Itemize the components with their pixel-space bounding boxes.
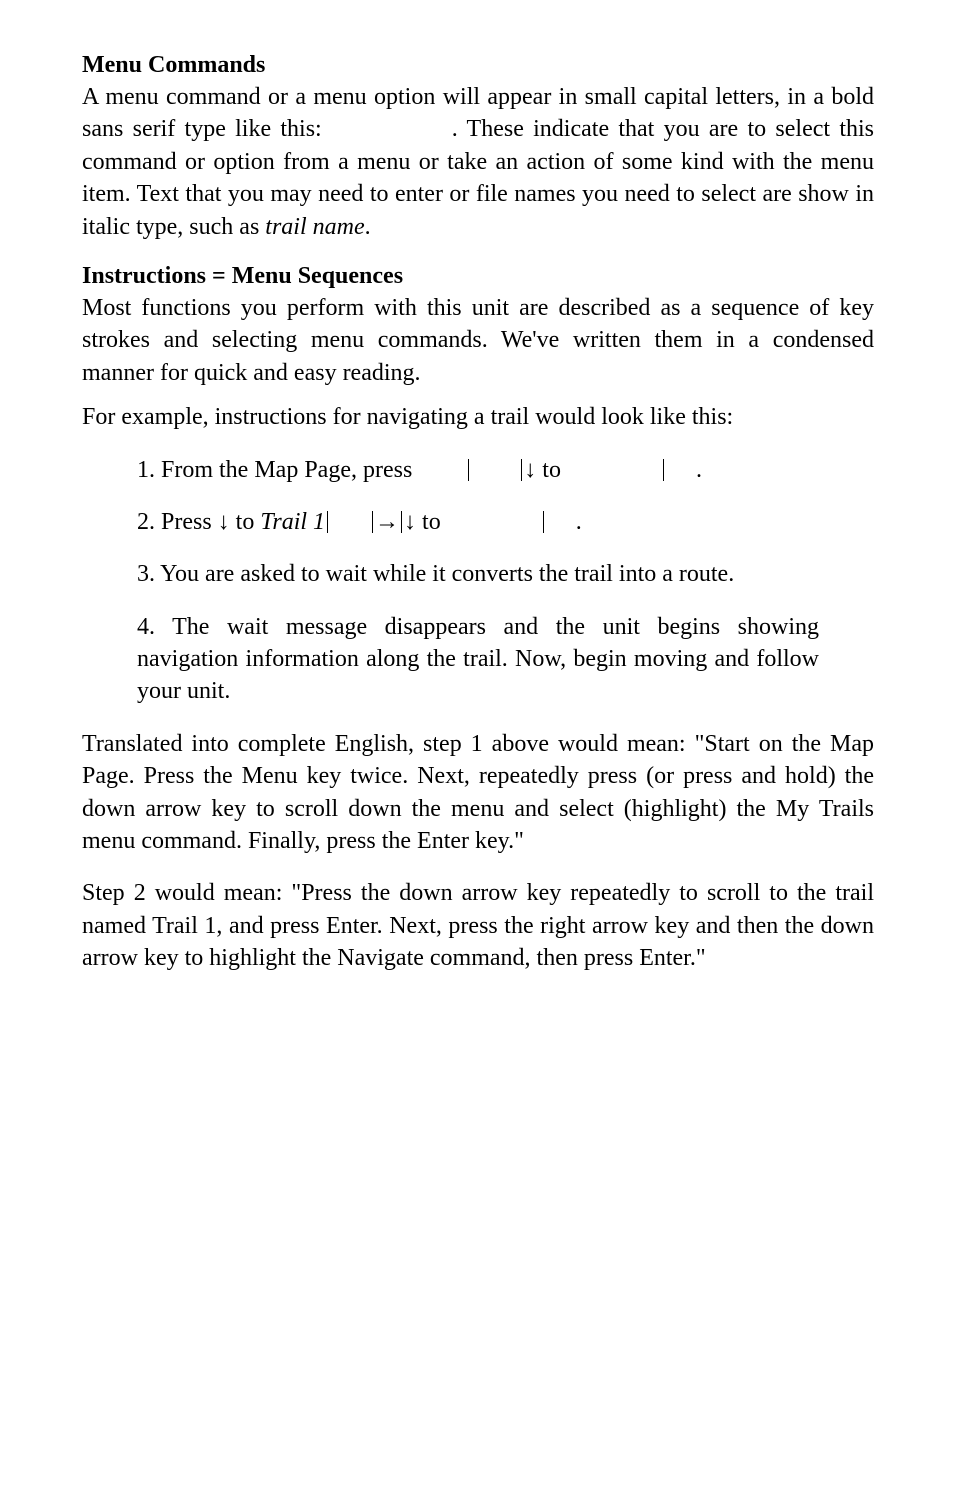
document-page: Menu Commands A menu command or a menu o… (0, 0, 954, 1487)
text-fragment: to (536, 457, 567, 483)
instructions-heading: Instructions = Menu Sequences (82, 263, 874, 290)
text-fragment: 1. From the Map Page, press (137, 457, 418, 483)
down-arrow-icon: ↓ (404, 508, 416, 535)
trail-name-italic: Trail 1 (260, 509, 325, 535)
instructions-paragraph-1: Most functions you perform with this uni… (82, 292, 874, 389)
instructions-paragraph-2: For example, instructions for navigating… (82, 401, 874, 433)
pipe-icon (468, 459, 469, 481)
down-arrow-icon: ↓ (218, 508, 230, 535)
step-2: 2. Press ↓ to Trail 1→↓ to . (137, 506, 819, 538)
text-fragment: . (576, 509, 582, 535)
translation-paragraph-1: Translated into complete English, step 1… (82, 728, 874, 858)
text-fragment: to (230, 509, 261, 535)
pipe-icon (521, 459, 522, 481)
pipe-icon (327, 511, 328, 533)
text-fragment: . (696, 457, 702, 483)
menu-commands-heading: Menu Commands (82, 52, 874, 79)
text-fragment: to (416, 509, 447, 535)
down-arrow-icon: ↓ (524, 456, 536, 483)
step-3: 3. You are asked to wait while it conver… (137, 558, 819, 590)
steps-block: 1. From the Map Page, press ↓ to . 2. Pr… (137, 454, 819, 708)
pipe-icon (543, 511, 544, 533)
step-4: 4. The wait message disappears and the u… (137, 611, 819, 708)
pipe-icon (372, 511, 373, 533)
italic-example: trail name (265, 214, 364, 240)
step-1: 1. From the Map Page, press ↓ to . (137, 454, 819, 486)
text-fragment: . (365, 214, 371, 240)
text-fragment: 2. Press (137, 509, 218, 535)
right-arrow-icon: → (375, 508, 399, 535)
menu-commands-paragraph: A menu command or a menu option will app… (82, 81, 874, 243)
pipe-icon (663, 459, 664, 481)
translation-paragraph-2: Step 2 would mean: "Press the down arrow… (82, 877, 874, 974)
pipe-icon (401, 511, 402, 533)
